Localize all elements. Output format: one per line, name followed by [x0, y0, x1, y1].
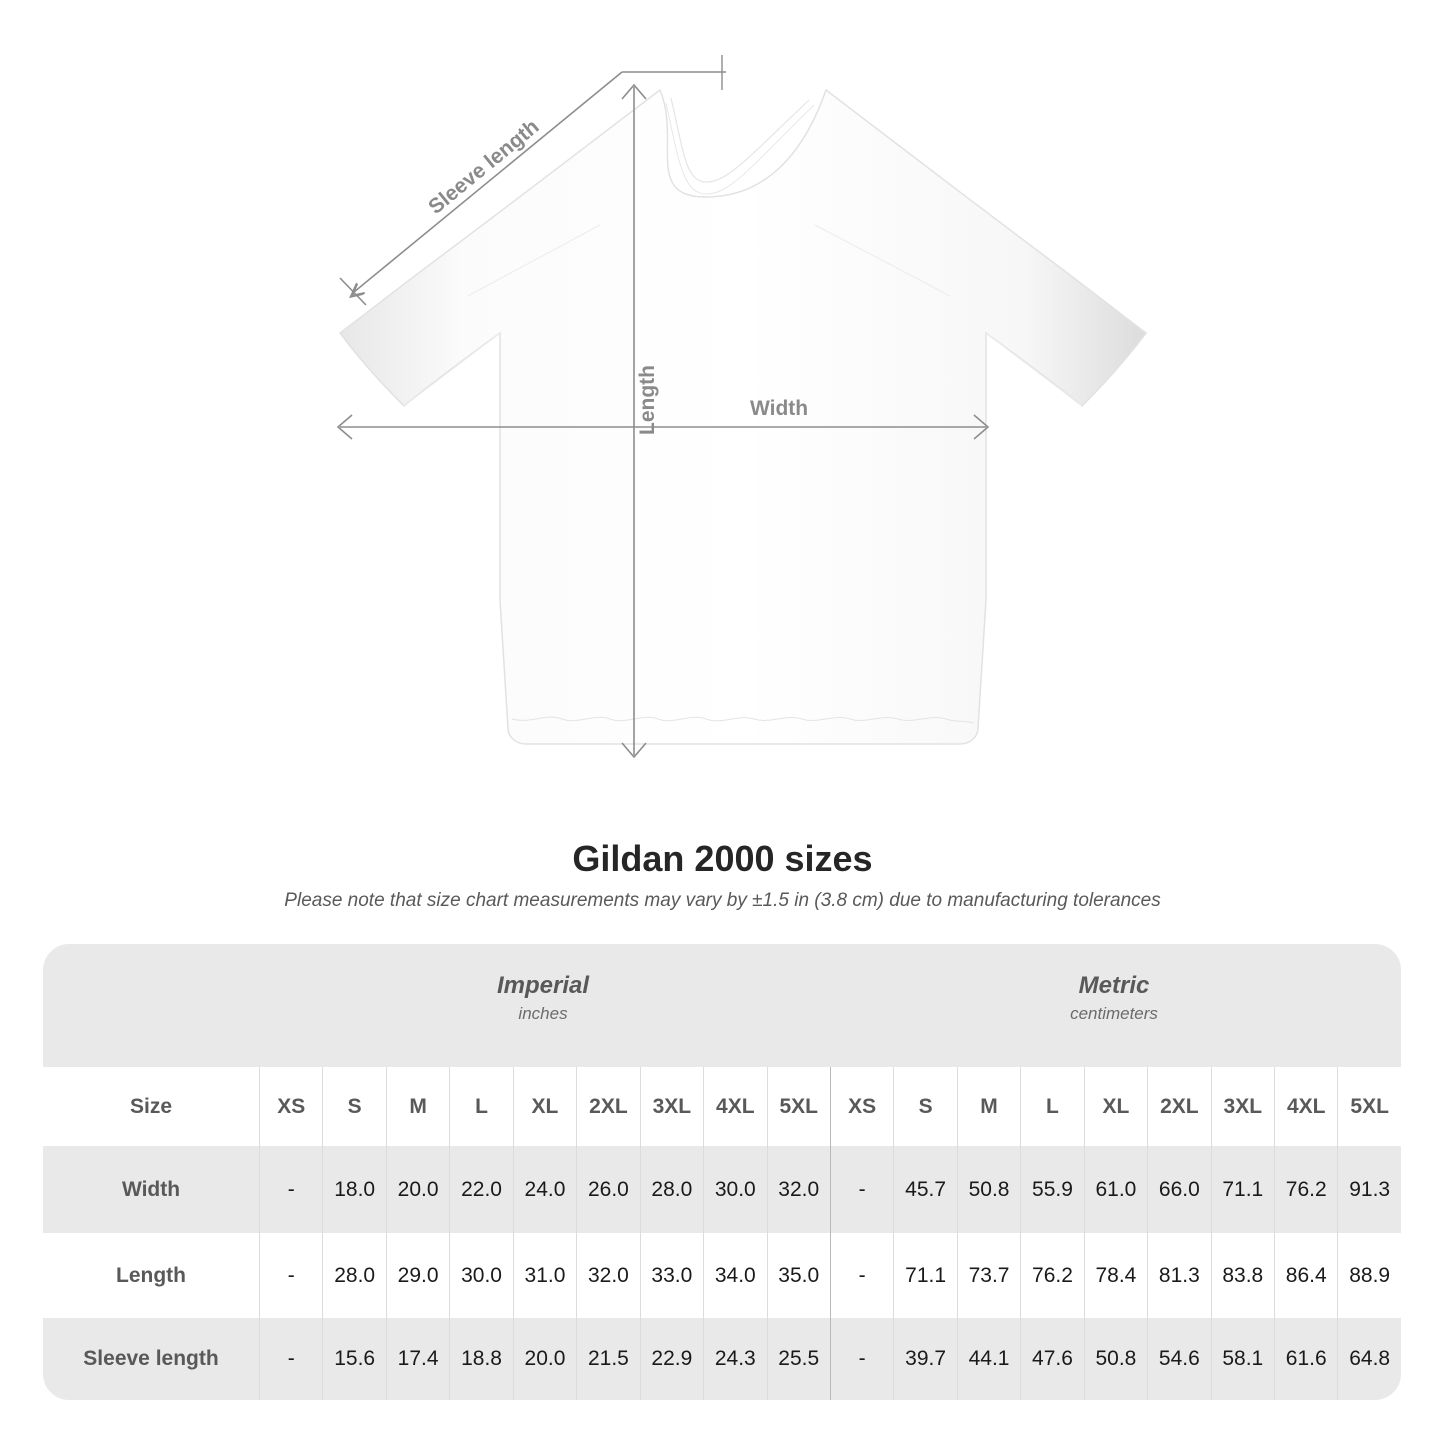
- svg-text:Length: Length: [636, 365, 659, 435]
- svg-text:Width: Width: [750, 397, 808, 420]
